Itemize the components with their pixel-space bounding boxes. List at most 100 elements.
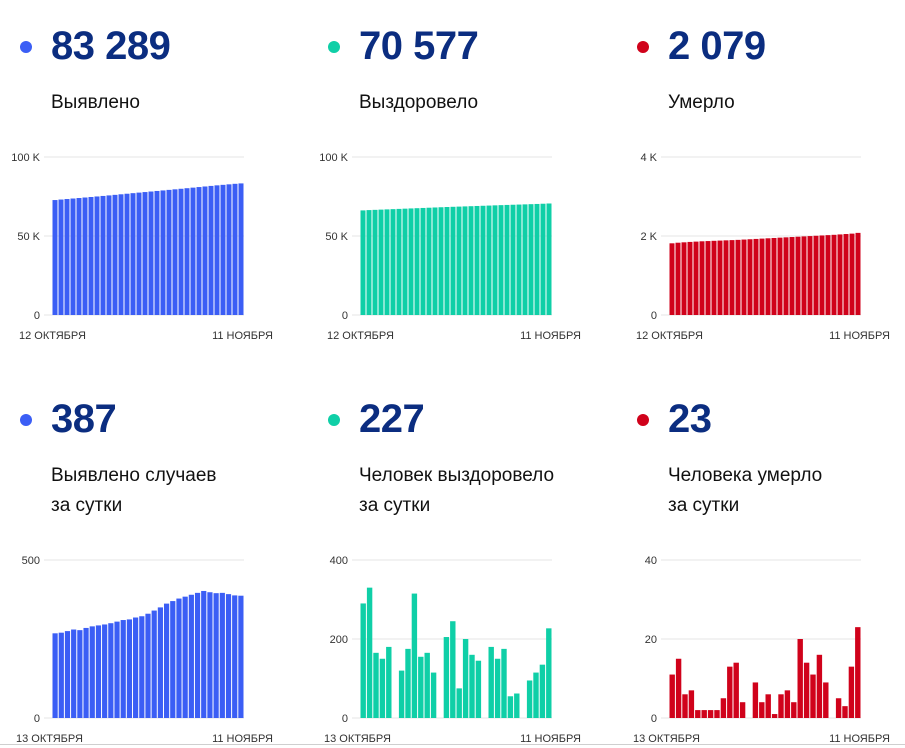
- metric-label-line: Человека умерло: [668, 465, 823, 486]
- bar: [848, 666, 855, 718]
- y-tick-label: 4 K: [640, 152, 657, 164]
- y-tick-label: 50 K: [17, 231, 40, 243]
- metric-label-line: Выявлено случаев: [51, 465, 217, 486]
- metric-value: 70 577: [359, 24, 479, 68]
- metric-label-line: Человек выздоровело: [359, 465, 555, 486]
- bar: [178, 188, 184, 315]
- bar: [366, 210, 372, 315]
- bar: [784, 690, 791, 718]
- bar: [468, 206, 474, 315]
- bar: [118, 194, 124, 315]
- bar: [208, 185, 214, 315]
- bar: [188, 594, 194, 718]
- bar: [843, 234, 849, 315]
- bar: [711, 240, 717, 315]
- bar: [112, 194, 118, 315]
- bar: [82, 197, 88, 315]
- bar: [777, 237, 783, 315]
- bar: [424, 652, 430, 718]
- bar: [486, 205, 492, 315]
- bar: [546, 628, 552, 718]
- bar: [514, 693, 520, 718]
- x-start-label: 13 ОКТЯБРЯ: [633, 733, 700, 745]
- y-tick-label: 0: [34, 713, 40, 725]
- bar: [475, 660, 482, 718]
- bar: [507, 696, 514, 718]
- legend-dot: [20, 414, 32, 426]
- bar: [226, 184, 232, 315]
- bar: [771, 714, 778, 718]
- bar: [77, 630, 83, 718]
- metric-label: Выявлено: [51, 88, 291, 118]
- bar: [669, 243, 675, 315]
- bar: [699, 241, 705, 315]
- bar: [89, 626, 95, 718]
- metric-label: Человека умерло за сутки: [668, 461, 905, 521]
- bar: [528, 204, 534, 315]
- x-start-label: 12 ОКТЯБРЯ: [636, 330, 703, 342]
- bar-chart: 500 0 13 ОКТЯБРЯ 11 НОЯБРЯ: [16, 555, 273, 745]
- bar: [124, 193, 130, 315]
- bar: [741, 239, 747, 315]
- bar-chart: 100 K 50 K 0 12 ОКТЯБРЯ 11 НОЯБРЯ: [319, 152, 581, 342]
- bar: [52, 200, 58, 315]
- bar-chart: 400 200 0 13 ОКТЯБРЯ 11 НОЯБРЯ: [324, 555, 581, 745]
- legend-dot: [328, 41, 340, 53]
- bar: [398, 670, 405, 718]
- bar: [136, 192, 142, 315]
- bar: [443, 637, 450, 718]
- y-tick-label: 0: [342, 713, 348, 725]
- bar: [414, 208, 420, 315]
- bar: [426, 207, 432, 315]
- y-tick-label: 100 K: [319, 152, 348, 164]
- bar: [675, 242, 681, 315]
- bar: [232, 595, 238, 718]
- bar: [405, 648, 411, 718]
- bar: [172, 189, 178, 315]
- bar: [114, 621, 120, 718]
- bar: [765, 238, 771, 315]
- bar: [723, 240, 729, 315]
- legend-dot: [637, 41, 649, 53]
- bar: [510, 204, 516, 315]
- bar: [372, 209, 378, 315]
- bar: [450, 621, 456, 718]
- bar: [411, 593, 418, 718]
- bar: [70, 198, 76, 315]
- bar: [462, 206, 468, 315]
- bar: [498, 205, 504, 315]
- bar: [462, 639, 469, 718]
- bar: [438, 207, 444, 315]
- bar: [201, 590, 207, 718]
- bar: [166, 189, 172, 315]
- bar: [522, 204, 528, 315]
- bar: [384, 209, 390, 315]
- bar: [842, 706, 848, 718]
- bar-chart: 100 K 50 K 0 12 ОКТЯБРЯ 11 НОЯБРЯ: [11, 152, 273, 342]
- bar: [139, 616, 145, 718]
- bar: [733, 662, 739, 718]
- bar: [154, 190, 160, 315]
- bar: [130, 193, 136, 315]
- bar: [707, 710, 714, 718]
- x-start-label: 13 ОКТЯБРЯ: [16, 733, 83, 745]
- bar: [190, 187, 196, 315]
- bar: [194, 592, 201, 718]
- metric-label-line: за сутки: [668, 495, 740, 516]
- panel-daily-recovered: 227 Человек выздоровело за сутки 400 200 0 13 …: [308, 373, 598, 746]
- y-tick-label: 0: [342, 310, 348, 322]
- y-tick-label: 20: [645, 634, 657, 646]
- bar: [378, 209, 384, 315]
- bar: [202, 186, 208, 315]
- bar: [148, 191, 154, 315]
- x-start-label: 13 ОКТЯБРЯ: [324, 733, 391, 745]
- y-tick-label: 500: [22, 555, 40, 567]
- bar: [682, 694, 688, 718]
- bar: [526, 680, 533, 718]
- bar: [420, 207, 426, 315]
- bar: [170, 601, 176, 718]
- bar: [238, 595, 244, 718]
- bar: [488, 646, 494, 718]
- bottom-divider: [0, 744, 905, 745]
- bar: [469, 654, 475, 718]
